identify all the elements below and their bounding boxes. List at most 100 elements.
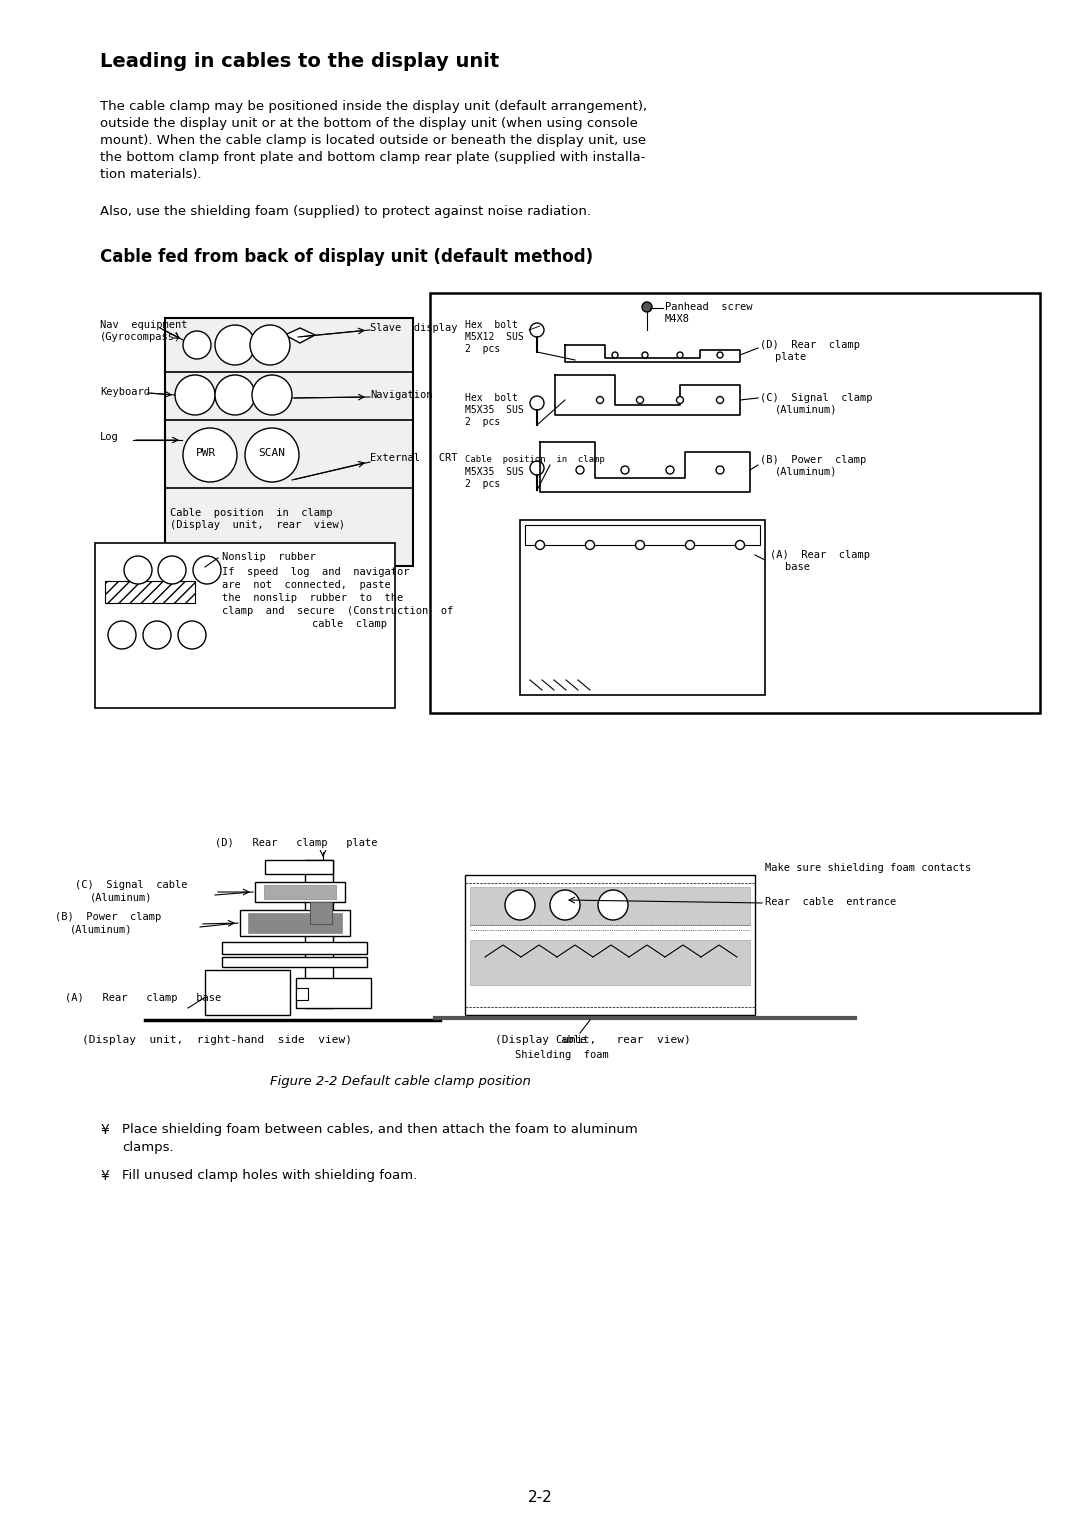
Circle shape [576, 466, 584, 474]
Circle shape [249, 325, 291, 365]
Text: Log: Log [100, 432, 119, 442]
Text: the  nonslip  rubber  to  the: the nonslip rubber to the [222, 593, 403, 604]
Text: (D)  Rear  clamp: (D) Rear clamp [760, 341, 860, 350]
Circle shape [716, 466, 724, 474]
Text: ¥: ¥ [100, 1169, 109, 1183]
Text: The cable clamp may be positioned inside the display unit (default arrangement),: The cable clamp may be positioned inside… [100, 99, 647, 113]
Text: plate: plate [775, 351, 807, 362]
Bar [240, 911, 350, 937]
Bar [205, 970, 291, 1015]
Text: (C)  Signal  clamp: (C) Signal clamp [760, 393, 873, 403]
Circle shape [642, 351, 648, 358]
Text: Rear  cable  entrance: Rear cable entrance [765, 897, 896, 908]
Circle shape [183, 332, 211, 359]
Text: Slave  display: Slave display [370, 322, 458, 333]
Text: mount). When the cable clamp is located outside or beneath the display unit, use: mount). When the cable clamp is located … [100, 134, 646, 147]
Bar [470, 940, 750, 986]
Circle shape [158, 556, 186, 584]
Circle shape [143, 620, 171, 649]
Circle shape [215, 325, 255, 365]
Bar [310, 902, 332, 924]
Circle shape [677, 351, 683, 358]
Text: M5X12  SUS: M5X12 SUS [465, 332, 524, 342]
Text: Leading in cables to the display unit: Leading in cables to the display unit [100, 52, 499, 70]
Bar [465, 876, 755, 1015]
Text: M4X8: M4X8 [665, 313, 690, 324]
Text: (Aluminum): (Aluminum) [775, 405, 837, 416]
Bar [296, 978, 372, 1008]
Circle shape [642, 303, 652, 312]
Text: 2-2: 2-2 [528, 1490, 552, 1505]
Text: cable  clamp: cable clamp [312, 619, 388, 630]
Text: Place shielding foam between cables, and then attach the foam to aluminum: Place shielding foam between cables, and… [122, 1123, 638, 1135]
Text: Nav  equipment: Nav equipment [100, 319, 188, 330]
Circle shape [215, 374, 255, 416]
Text: (B)  Power  clamp: (B) Power clamp [760, 455, 866, 465]
Text: Cable  position  in  clamp: Cable position in clamp [170, 507, 333, 518]
Text: Make sure shielding foam contacts: Make sure shielding foam contacts [765, 863, 971, 872]
Text: Cable  position  in  clamp: Cable position in clamp [465, 455, 605, 465]
Text: ¥: ¥ [100, 1123, 109, 1137]
Text: Figure 2-2 Default cable clamp position: Figure 2-2 Default cable clamp position [270, 1076, 531, 1088]
Text: M5X35  SUS: M5X35 SUS [465, 405, 524, 416]
Text: (Gyrocompass): (Gyrocompass) [100, 332, 181, 342]
Text: Also, use the shielding foam (supplied) to protect against noise radiation.: Also, use the shielding foam (supplied) … [100, 205, 591, 219]
Text: Shielding  foam: Shielding foam [515, 1050, 609, 1060]
Circle shape [717, 351, 723, 358]
Text: (Display  unit,   rear  view): (Display unit, rear view) [495, 1034, 691, 1045]
Text: Cable fed from back of display unit (default method): Cable fed from back of display unit (def… [100, 248, 593, 266]
Text: outside the display unit or at the bottom of the display unit (when using consol: outside the display unit or at the botto… [100, 118, 638, 130]
Text: M5X35  SUS: M5X35 SUS [465, 468, 524, 477]
Text: (A)   Rear   clamp   base: (A) Rear clamp base [65, 993, 221, 1002]
Bar [95, 542, 395, 707]
Text: (Aluminum): (Aluminum) [90, 892, 152, 903]
Text: base: base [785, 562, 810, 571]
Circle shape [178, 620, 206, 649]
Text: (A)  Rear  clamp: (A) Rear clamp [770, 550, 870, 559]
Bar [255, 882, 345, 902]
Circle shape [596, 396, 604, 403]
Text: tion materials).: tion materials). [100, 168, 202, 180]
Text: External   CRT: External CRT [370, 452, 458, 463]
Circle shape [550, 889, 580, 920]
Bar [265, 860, 333, 874]
Circle shape [536, 541, 544, 550]
Text: PWR: PWR [195, 448, 216, 458]
Text: clamps.: clamps. [122, 1141, 174, 1154]
Bar [296, 989, 308, 999]
Circle shape [193, 556, 221, 584]
Text: 2  pcs: 2 pcs [465, 417, 500, 426]
Circle shape [598, 889, 627, 920]
Circle shape [505, 889, 535, 920]
Circle shape [124, 556, 152, 584]
Text: Navigation: Navigation [370, 390, 432, 400]
Bar [519, 520, 765, 695]
Text: (Aluminum): (Aluminum) [775, 468, 837, 477]
Text: 2  pcs: 2 pcs [465, 344, 500, 354]
Circle shape [585, 541, 594, 550]
Circle shape [612, 351, 618, 358]
Text: the bottom clamp front plate and bottom clamp rear plate (supplied with installa: the bottom clamp front plate and bottom … [100, 151, 646, 163]
Circle shape [245, 428, 299, 481]
Text: (D)   Rear   clamp   plate: (D) Rear clamp plate [215, 837, 378, 848]
Circle shape [676, 396, 684, 403]
Text: are  not  connected,  paste: are not connected, paste [222, 581, 391, 590]
Bar [430, 293, 1040, 714]
Bar [525, 526, 760, 545]
Circle shape [635, 541, 645, 550]
Circle shape [530, 396, 544, 410]
Bar [248, 914, 342, 934]
Circle shape [530, 322, 544, 338]
Text: Nonslip  rubber: Nonslip rubber [222, 552, 315, 562]
Text: If  speed  log  and  navigator: If speed log and navigator [222, 567, 409, 578]
Text: Panhead  screw: Panhead screw [665, 303, 753, 312]
Circle shape [666, 466, 674, 474]
Bar [222, 957, 367, 967]
Text: SCAN: SCAN [258, 448, 285, 458]
Text: Keyboard: Keyboard [100, 387, 150, 397]
Text: clamp  and  secure  (Construction  of: clamp and secure (Construction of [222, 607, 454, 616]
Text: (B)  Power  clamp: (B) Power clamp [55, 912, 161, 921]
Bar [264, 885, 336, 898]
Text: (Display  unit,  right-hand  side  view): (Display unit, right-hand side view) [82, 1034, 352, 1045]
Circle shape [530, 461, 544, 475]
